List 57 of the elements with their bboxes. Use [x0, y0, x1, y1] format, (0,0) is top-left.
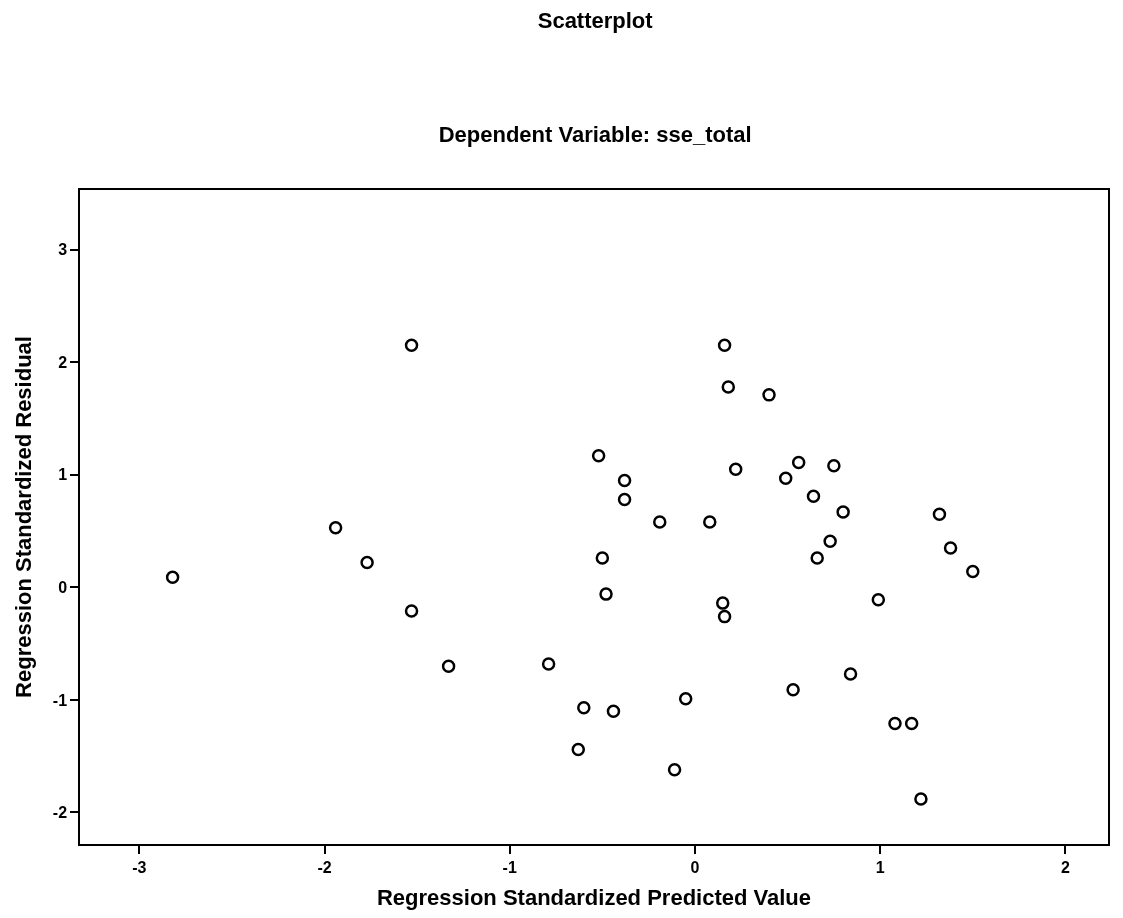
point — [678, 692, 693, 706]
chart-title: Scatterplot — [537, 7, 654, 33]
point — [823, 534, 837, 548]
point — [577, 701, 591, 715]
point — [728, 462, 743, 476]
x-tick-label: -2 — [317, 858, 332, 876]
point — [914, 792, 928, 806]
point — [571, 742, 586, 757]
point — [871, 592, 886, 607]
x-axis-title: Regression Standardized Predicted Value — [376, 885, 812, 911]
x-tick-label: 1 — [875, 858, 885, 876]
point — [791, 455, 806, 470]
point — [904, 716, 919, 731]
point — [165, 570, 180, 584]
point — [762, 388, 776, 402]
point — [617, 492, 632, 507]
point — [966, 564, 980, 579]
point — [595, 551, 610, 565]
point — [715, 596, 730, 610]
point — [932, 507, 947, 521]
y-axis-title: Regression Standardized Residual — [11, 336, 37, 698]
chart-subtitle: Dependent Variable: sse_total — [438, 121, 752, 147]
point — [328, 520, 343, 535]
point — [836, 505, 850, 519]
point — [943, 541, 958, 555]
y-tick-label: -2 — [52, 804, 68, 822]
point — [843, 667, 858, 681]
point — [360, 555, 374, 570]
point — [599, 587, 613, 601]
point — [617, 473, 632, 488]
point — [653, 515, 667, 529]
point — [717, 609, 732, 624]
y-tick-label: 3 — [58, 241, 68, 259]
point — [591, 448, 606, 463]
point — [717, 338, 732, 353]
x-tick-label: 0 — [690, 858, 700, 876]
x-tick-label: -1 — [502, 858, 517, 876]
y-tick-label: 2 — [58, 353, 68, 371]
point — [667, 762, 682, 777]
point — [778, 471, 793, 485]
y-tick-label: -1 — [52, 691, 68, 709]
x-tick-label: -3 — [132, 858, 147, 876]
y-tick-label: 1 — [58, 466, 68, 484]
point — [810, 551, 824, 565]
point — [404, 338, 419, 353]
point — [827, 459, 841, 473]
y-tick-label: 0 — [58, 578, 68, 596]
point — [606, 704, 621, 718]
point — [888, 716, 902, 731]
point — [541, 657, 556, 671]
point — [721, 380, 736, 394]
point — [441, 659, 456, 673]
point — [786, 683, 800, 697]
x-tick-label: 2 — [1060, 858, 1070, 876]
point — [703, 515, 717, 529]
point — [806, 489, 821, 503]
point — [404, 604, 419, 618]
